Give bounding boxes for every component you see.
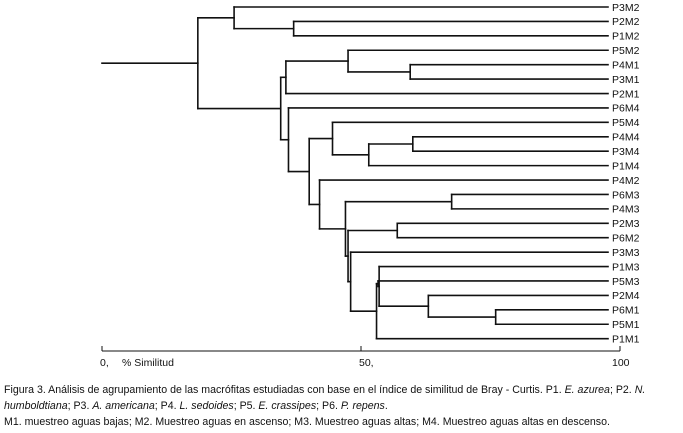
leaf-label-P4M3: P4M3: [612, 204, 640, 216]
leaf-label-P1M1: P1M1: [612, 333, 640, 345]
leaf-labels: P3M2 P2M2 P1M2 P5M2 P4M1 P3M1 P2M1 P6M4 P5M4 P4M4…: [612, 2, 640, 346]
axis-tick-label: 100: [612, 357, 630, 369]
leaf-label-P6M3: P6M3: [612, 189, 640, 201]
leaf-label-P2M2: P2M2: [612, 16, 640, 28]
leaf-label-P2M4: P2M4: [612, 290, 640, 302]
caption-legend: M1. muestreo aguas bajas; M2. Muestreo a…: [4, 416, 610, 428]
leaf-label-P5M1: P5M1: [612, 319, 640, 331]
leaf-label-P6M4: P6M4: [612, 103, 640, 115]
leaf-label-P2M1: P2M1: [612, 88, 640, 100]
figure-caption: Figura 3. Análisis de agrupamiento de la…: [4, 382, 680, 414]
leaf-label-P4M2: P4M2: [612, 175, 640, 187]
caption-sep: ; P2.: [609, 384, 635, 396]
leaf-label-P5M3: P5M3: [612, 276, 640, 288]
species-p5: E. crassipes: [258, 400, 317, 412]
caption-sep: ; P3.: [67, 400, 93, 412]
leaf-label-P2M3: P2M3: [612, 218, 640, 230]
leaf-label-P6M1: P6M1: [612, 305, 640, 317]
leaf-label-P5M2: P5M2: [612, 45, 640, 57]
species-p3: A. americana: [92, 400, 155, 412]
leaf-label-P1M3: P1M3: [612, 261, 640, 273]
leaf-label-P3M4: P3M4: [612, 146, 640, 158]
caption-sep: ; P5.: [233, 400, 259, 412]
leaf-label-P5M4: P5M4: [612, 117, 640, 129]
axis-tick-label: 50,: [359, 357, 374, 369]
axis-tick-label: 0,: [100, 357, 109, 369]
caption-sep: ; P4.: [154, 400, 180, 412]
leaf-label-P1M2: P1M2: [612, 31, 640, 43]
caption-sep: ; P6.: [316, 400, 341, 412]
leaf-label-P4M1: P4M1: [612, 59, 640, 71]
species-p4: L. sedoides: [179, 400, 234, 412]
leaf-label-P3M2: P3M2: [612, 2, 640, 14]
axis-title: % Similitud: [122, 357, 174, 369]
similarity-axis: 0, 50, 100 % Similitud: [100, 346, 630, 369]
leaf-label-P3M3: P3M3: [612, 247, 640, 259]
leaf-label-P6M2: P6M2: [612, 233, 640, 245]
leaf-label-P4M4: P4M4: [612, 132, 640, 144]
leaf-label-P3M1: P3M1: [612, 74, 640, 86]
leaf-label-P1M4: P1M4: [612, 160, 640, 172]
dendrogram-branches: [101, 6, 609, 340]
dendrogram: P3M2 P2M2 P1M2 P5M2 P4M1 P3M1 P2M1 P6M4 P5M4 P4M4…: [100, 2, 640, 369]
species-p2: N. humboldtiana: [4, 384, 646, 412]
species-p6: P. repens: [340, 400, 385, 412]
caption-end: .: [384, 400, 388, 412]
caption-text: Figura 3. Análisis de agrupamiento de la…: [4, 384, 565, 396]
species-p1: E. azurea: [564, 384, 610, 396]
axis-ticks: 0, 50, 100: [100, 346, 630, 369]
